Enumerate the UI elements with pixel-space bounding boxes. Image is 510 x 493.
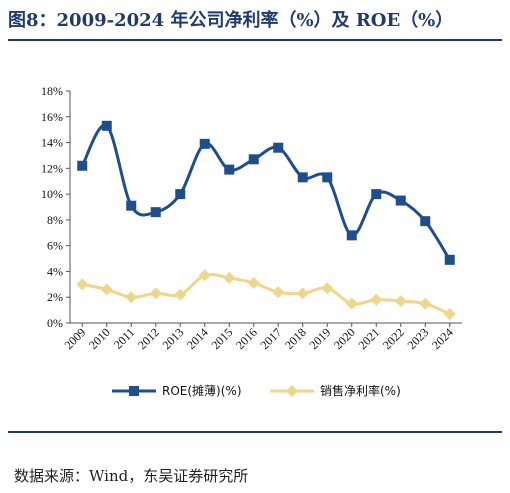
y-axis: 0% 2% 4% 6% 8% 10% 12% 14% 16% 18% — [41, 84, 71, 330]
x-tick-label: 2020 — [331, 325, 358, 352]
x-tick-label: 2011 — [111, 325, 138, 352]
x-tick-label: 2009 — [62, 325, 89, 352]
legend-label: ROE(摊薄)(%) — [162, 383, 242, 398]
roe-point — [248, 154, 259, 165]
roe-point — [175, 189, 186, 200]
y-tick-label: 2% — [47, 290, 63, 304]
y-tick-label: 8% — [47, 213, 63, 227]
net-margin-point — [76, 278, 89, 291]
roe-point — [395, 195, 406, 206]
y-tick-label: 4% — [47, 264, 63, 278]
source-rule — [8, 431, 502, 433]
series-roe — [77, 120, 455, 265]
y-tick-label: 18% — [41, 84, 63, 98]
legend-item-net-margin: 销售净利率(%) — [270, 383, 401, 398]
legend-label: 销售净利率(%) — [320, 383, 401, 398]
x-tick-label: 2014 — [184, 325, 211, 352]
y-tick-label: 14% — [41, 136, 63, 150]
roe-point — [420, 216, 431, 227]
x-tick-label: 2018 — [282, 325, 309, 352]
roe-point — [273, 142, 284, 153]
x-tick-label: 2016 — [233, 325, 260, 352]
y-tick-label: 6% — [47, 239, 63, 253]
x-tick-label: 2023 — [405, 325, 432, 352]
net-margin-point — [296, 287, 309, 300]
series-net-margin — [76, 269, 456, 320]
x-tick-label: 2017 — [258, 325, 285, 352]
y-tick-label: 16% — [41, 110, 63, 124]
chart-title: 图8：2009-2024 年公司净利率（%）及 ROE（%） — [8, 10, 454, 31]
net-margin-point — [419, 297, 432, 310]
roe-point — [126, 200, 137, 211]
title-rule — [8, 39, 502, 41]
roe-point — [101, 120, 112, 131]
roe-point — [150, 207, 161, 218]
roe-point — [297, 172, 308, 183]
x-tick-label: 2013 — [160, 325, 187, 352]
net-margin-point — [321, 282, 334, 295]
roe-point — [224, 164, 235, 175]
x-tick-label: 2024 — [429, 325, 456, 352]
roe-point — [77, 160, 88, 171]
y-tick-label: 0% — [47, 316, 63, 330]
x-tick-label: 2021 — [356, 325, 383, 352]
legend: ROE(摊薄)(%) 销售净利率(%) — [112, 383, 401, 398]
series-layer — [76, 120, 456, 320]
roe-point — [322, 172, 333, 183]
net-margin-point — [394, 295, 407, 308]
x-tick-label: 2019 — [307, 325, 334, 352]
x-tick-label: 2015 — [209, 325, 236, 352]
net-margin-line — [81, 272, 451, 316]
net-margin-point — [198, 269, 211, 282]
legend-swatch-marker — [286, 385, 298, 397]
line-chart: 0%2%4%6%8%10%12%14%16%18% 20092010201120… — [41, 84, 462, 398]
x-tick-label: 2012 — [135, 325, 162, 352]
legend-item-roe: ROE(摊薄)(%) — [112, 383, 242, 398]
roe-point — [199, 138, 210, 149]
roe-point — [346, 230, 357, 241]
net-margin-point — [370, 293, 383, 306]
net-margin-point — [272, 286, 285, 299]
net-margin-point — [125, 291, 138, 304]
roe-point — [444, 254, 455, 265]
net-margin-point — [345, 297, 358, 310]
x-tick-label: 2010 — [86, 325, 113, 352]
roe-point — [371, 189, 382, 200]
net-margin-point — [100, 283, 113, 296]
y-tick-label: 10% — [41, 187, 63, 201]
net-margin-point — [443, 307, 456, 320]
net-margin-point — [149, 287, 162, 300]
y-tick-label: 12% — [41, 161, 63, 175]
roe-line — [80, 123, 452, 261]
legend-swatch-marker — [129, 386, 139, 396]
net-margin-point — [174, 288, 187, 301]
net-margin-point — [247, 277, 260, 290]
source-note: 数据来源：Wind，东吴证券研究所 — [14, 467, 249, 485]
x-tick-label: 2022 — [380, 325, 407, 352]
net-margin-point — [223, 271, 236, 284]
x-axis: 2009201020112012201320142015201620172018… — [62, 322, 462, 352]
